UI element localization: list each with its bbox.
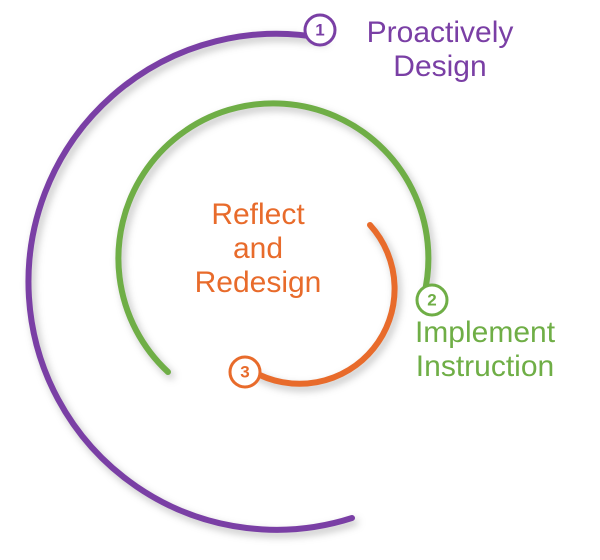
spiral-diagram: 123ProactivelyDesignImplementInstruction… <box>0 0 600 560</box>
badge-number-1: 1 <box>315 21 324 40</box>
badge-step-2: 2 <box>417 285 447 315</box>
badge-number-2: 2 <box>427 291 436 310</box>
badge-number-3: 3 <box>240 363 249 382</box>
badge-step-1: 1 <box>305 15 335 45</box>
badge-step-3: 3 <box>230 357 260 387</box>
label-step-2: ImplementInstruction <box>415 316 556 383</box>
